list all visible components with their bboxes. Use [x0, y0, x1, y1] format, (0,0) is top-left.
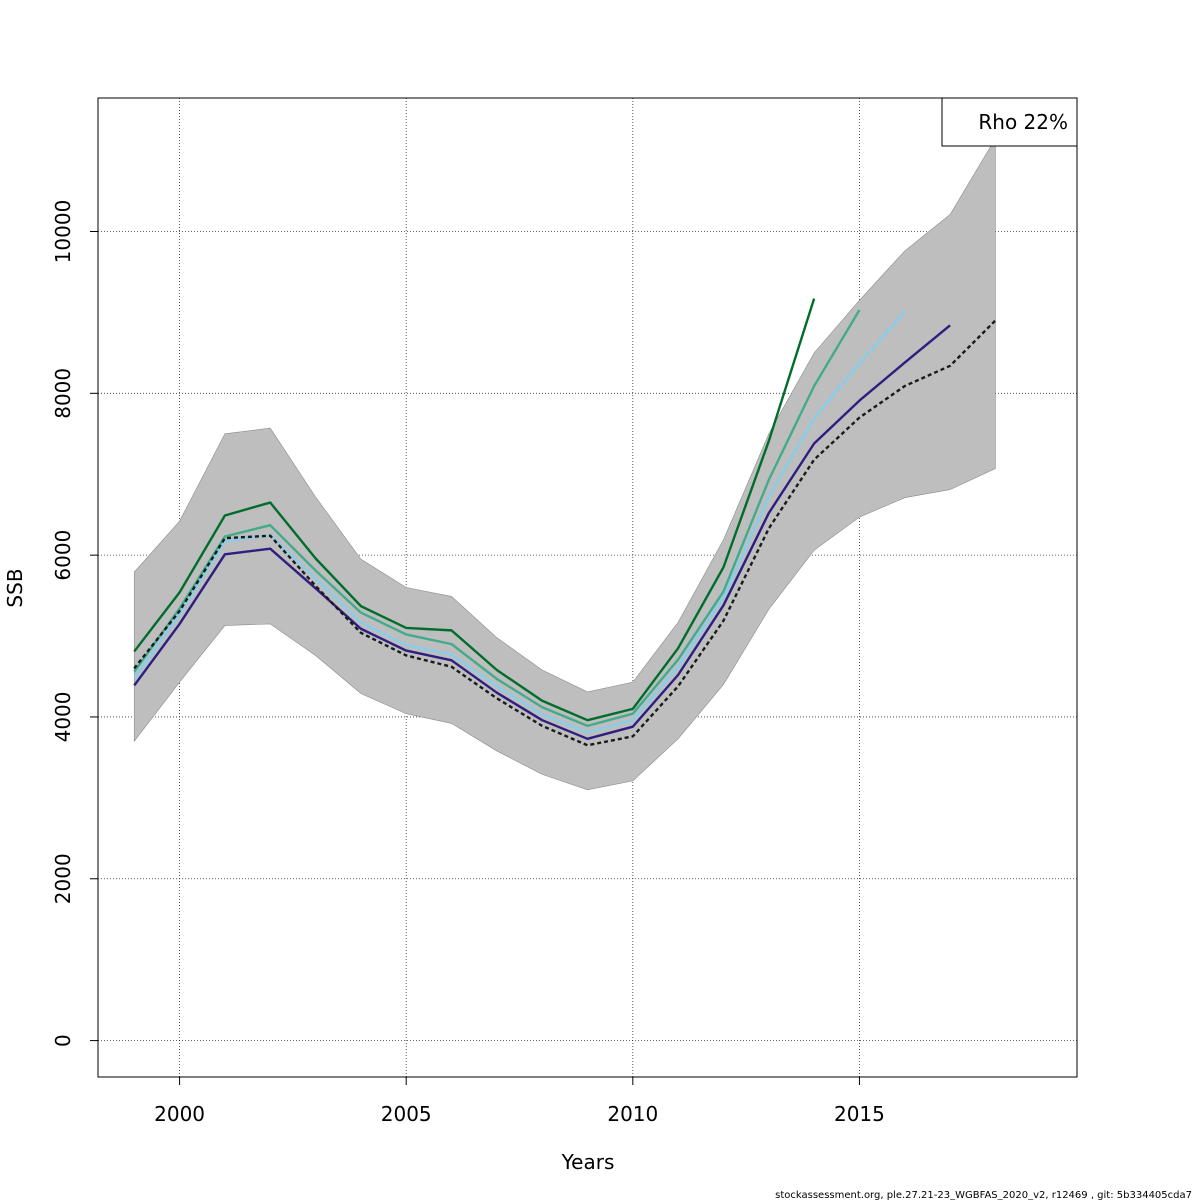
confidence-band — [133, 137, 996, 791]
x-tick-label-2005: 2005 — [381, 1102, 432, 1126]
y-tick-label-6000: 6000 — [51, 530, 75, 581]
series-layer — [133, 298, 997, 747]
series-line-2 — [133, 298, 816, 722]
series-line-5 — [133, 324, 951, 740]
y-axis: 0 2000 4000 6000 8000 10000 — [51, 200, 98, 1047]
series-line-1 — [133, 319, 997, 747]
y-tick-label-4000: 4000 — [51, 692, 75, 743]
y-axis-title: SSB — [3, 568, 27, 607]
series-line-3 — [133, 309, 861, 728]
x-tick-label-2015: 2015 — [834, 1102, 885, 1126]
x-axis-title: Years — [561, 1150, 615, 1174]
footer-source: stockassessment.org, ple.27.21-23_WGBFAS… — [775, 1190, 1192, 1200]
x-axis: 2000 2005 2010 2015 — [154, 1077, 885, 1126]
plot-frame — [97, 97, 1078, 1078]
x-tick-label-2010: 2010 — [607, 1102, 658, 1126]
legend-box — [941, 97, 1078, 147]
legend-rho-label: Rho 22% — [978, 110, 1068, 134]
y-tick-label-8000: 8000 — [51, 368, 75, 419]
y-tick-label-0: 0 — [51, 1034, 75, 1047]
confidence-band-layer — [133, 137, 996, 791]
y-tick-label-2000: 2000 — [51, 853, 75, 904]
y-tick-label-10000: 10000 — [51, 200, 75, 264]
legend: Rho 22% — [941, 97, 1078, 147]
x-tick-label-2000: 2000 — [154, 1102, 205, 1126]
